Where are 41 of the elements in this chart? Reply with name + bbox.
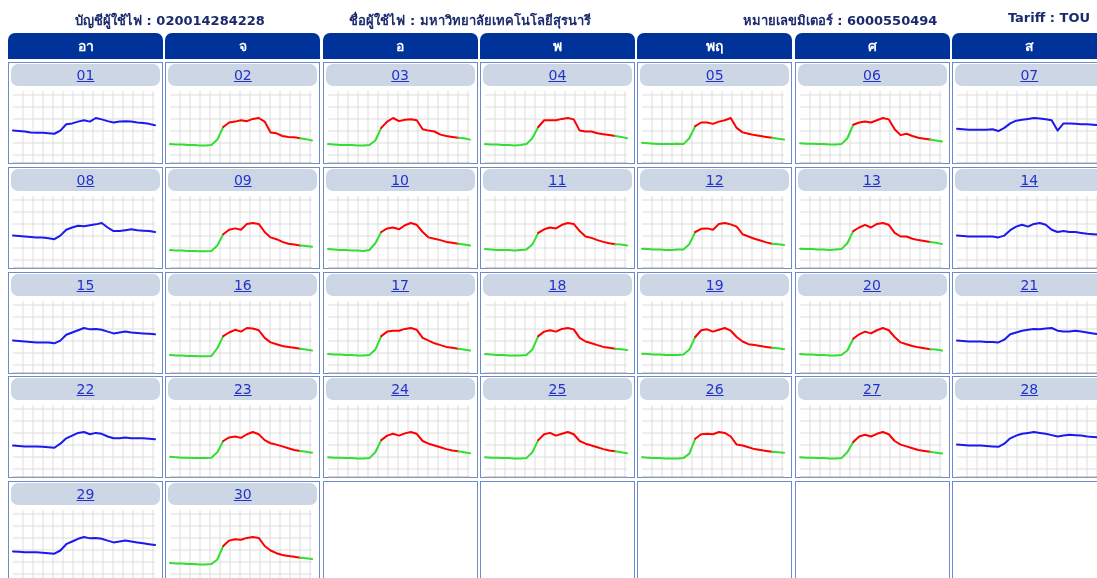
chart-title: 09 (168, 168, 318, 191)
chart-title: 05 (640, 64, 790, 86)
text: อา (8, 33, 163, 59)
text: ส (951, 33, 1097, 59)
text: อ (322, 33, 478, 59)
chart-title: 15 (11, 273, 160, 296)
chart-title: 11 (482, 168, 632, 191)
text: ศ (794, 33, 950, 59)
chart-title: 07 (954, 64, 1097, 86)
chart-title: 28 (954, 378, 1097, 401)
chart-title: 23 (168, 378, 318, 401)
chart-title: 04 (482, 64, 632, 86)
text: จ (165, 33, 321, 59)
text: พฤ (637, 33, 793, 59)
chart-title: 19 (640, 273, 790, 296)
chart-title: 10 (325, 168, 475, 191)
chart-title: 29 (11, 483, 160, 506)
chart-title: 02 (168, 64, 318, 86)
chart-title: 16 (168, 273, 318, 296)
chart-title: 03 (325, 64, 475, 86)
chart-title: 21 (954, 273, 1097, 296)
chart-title: 30 (168, 483, 318, 506)
chart-title: 08 (11, 168, 160, 191)
chart-title: 20 (797, 273, 947, 296)
chart-title: 24 (325, 378, 475, 401)
chart-title: 12 (640, 168, 790, 191)
chart-title: 22 (11, 378, 160, 401)
chart-title: 01 (11, 64, 160, 86)
chart-title: 27 (797, 378, 947, 401)
chart-title: 26 (640, 378, 790, 401)
chart-title: 13 (797, 168, 947, 191)
text: หมายเลขมิเตอร์ : 6000550494 (741, 12, 939, 30)
text: บัญชีผู้ใช้ไฟ : 020014284228 (74, 11, 266, 31)
chart-title: 06 (797, 64, 947, 86)
text: พ (479, 33, 635, 59)
chart-title: 25 (482, 378, 632, 401)
chart-title: 18 (482, 273, 632, 296)
chart-title: 17 (325, 273, 475, 296)
chart-title: 14 (954, 168, 1097, 191)
text: ชื่อผู้ใช้ไฟ : มหาวิทยาลัยเทคโนโลยีสุรนารี (348, 10, 592, 31)
text: Tariff : TOU (1006, 10, 1090, 25)
